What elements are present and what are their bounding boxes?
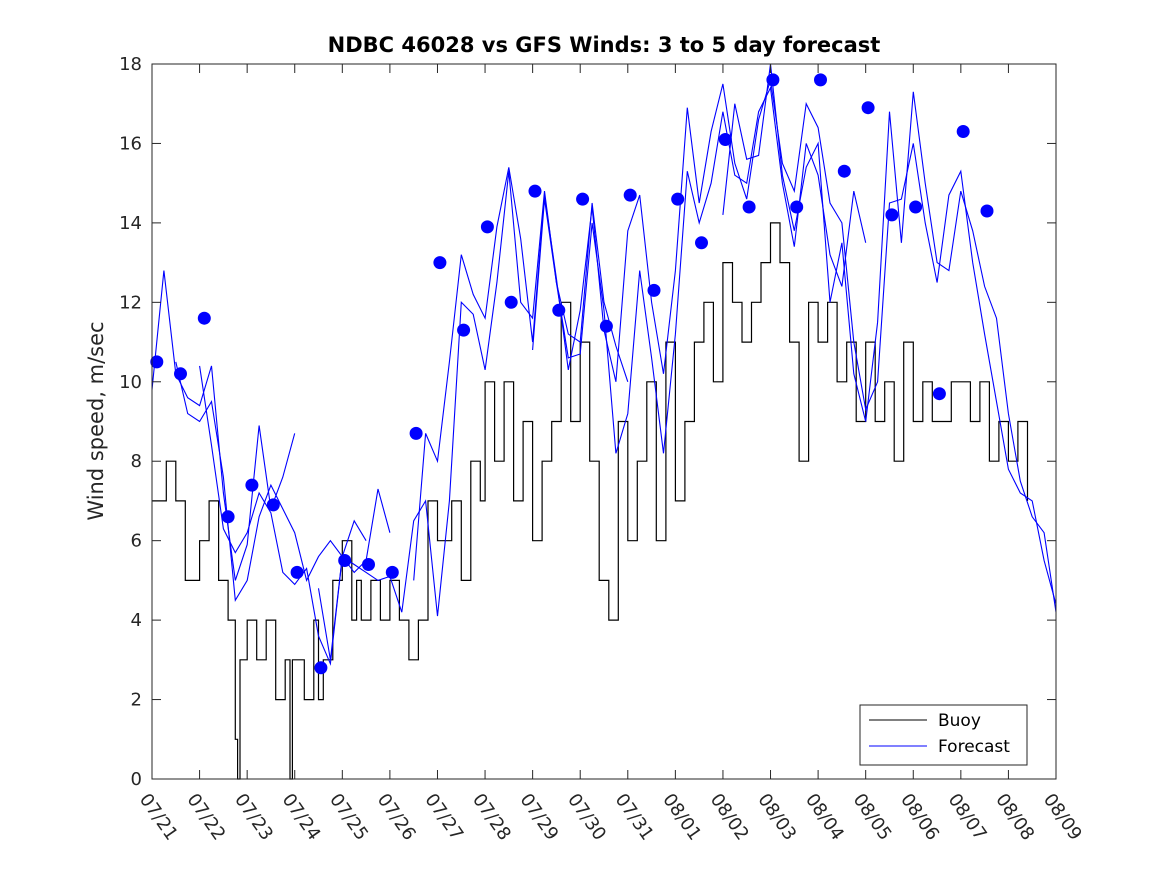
forecast-point bbox=[932, 387, 946, 401]
forecast-point bbox=[814, 73, 827, 87]
forecast-point bbox=[552, 303, 566, 317]
forecast-point bbox=[980, 204, 994, 218]
forecast-point bbox=[837, 164, 851, 178]
chart-title: NDBC 46028 vs GFS Winds: 3 to 5 day fore… bbox=[328, 33, 881, 57]
legend-buoy-label: Buoy bbox=[938, 711, 981, 731]
forecast-run-line-8 bbox=[769, 79, 1057, 605]
forecast-point bbox=[671, 192, 685, 206]
forecast-point bbox=[290, 565, 304, 579]
buoy-series-line bbox=[152, 222, 1029, 780]
y-tick-label: 10 bbox=[119, 372, 142, 393]
forecast-point bbox=[245, 478, 259, 492]
y-tick-label: 6 bbox=[131, 531, 142, 552]
forecast-point bbox=[742, 200, 756, 214]
forecast-point bbox=[174, 367, 187, 381]
y-tick-label: 12 bbox=[119, 292, 142, 313]
plot-markers bbox=[150, 73, 994, 675]
forecast-point bbox=[599, 319, 613, 333]
y-tick-label: 2 bbox=[131, 690, 142, 711]
forecast-point bbox=[338, 554, 352, 567]
forecast-point bbox=[885, 208, 899, 222]
y-axis-ticks: 0 2 4 6 8 10 12 14 16 18 bbox=[119, 54, 1056, 790]
forecast-run-line-6 bbox=[532, 85, 867, 454]
legend-box bbox=[859, 704, 1028, 766]
axes-box bbox=[151, 63, 1057, 780]
y-tick-label: 0 bbox=[131, 769, 142, 790]
legend: Buoy Forecast bbox=[859, 704, 1028, 766]
forecast-point bbox=[861, 101, 875, 115]
forecast-point bbox=[480, 220, 494, 234]
forecast-point bbox=[409, 426, 423, 440]
forecast-point bbox=[433, 256, 447, 270]
forecast-point bbox=[385, 565, 399, 579]
y-tick-label: 16 bbox=[119, 133, 142, 154]
forecast-run-line-3 bbox=[199, 365, 391, 666]
forecast-point bbox=[790, 200, 804, 214]
forecast-point bbox=[528, 184, 542, 198]
y-tick-label: 18 bbox=[119, 54, 142, 75]
y-axis-label: Wind speed, m/sec bbox=[84, 321, 108, 520]
forecast-point bbox=[457, 323, 471, 337]
forecast-point bbox=[504, 295, 518, 309]
forecast-point bbox=[695, 236, 708, 250]
plot-lines bbox=[151, 63, 1057, 780]
forecast-point bbox=[956, 125, 970, 138]
forecast-point bbox=[266, 498, 280, 512]
y-tick-label: 8 bbox=[131, 451, 142, 472]
forecast-point bbox=[221, 510, 235, 524]
forecast-point bbox=[314, 661, 328, 675]
forecast-point bbox=[623, 188, 637, 202]
forecast-run-line-4 bbox=[317, 171, 629, 660]
forecast-point bbox=[718, 133, 732, 146]
forecast-point bbox=[362, 558, 375, 571]
forecast-point bbox=[197, 311, 211, 325]
forecast-point bbox=[150, 355, 164, 369]
forecast-point bbox=[766, 73, 780, 87]
forecast-point bbox=[576, 192, 590, 206]
legend-forecast-label: Forecast bbox=[938, 737, 1010, 757]
y-tick-label: 4 bbox=[131, 610, 142, 631]
forecast-point bbox=[647, 283, 661, 297]
forecast-run-line-5 bbox=[413, 79, 772, 581]
forecast-point bbox=[909, 200, 923, 214]
forecast-run-line-2 bbox=[175, 361, 367, 603]
y-tick-label: 14 bbox=[119, 213, 142, 234]
